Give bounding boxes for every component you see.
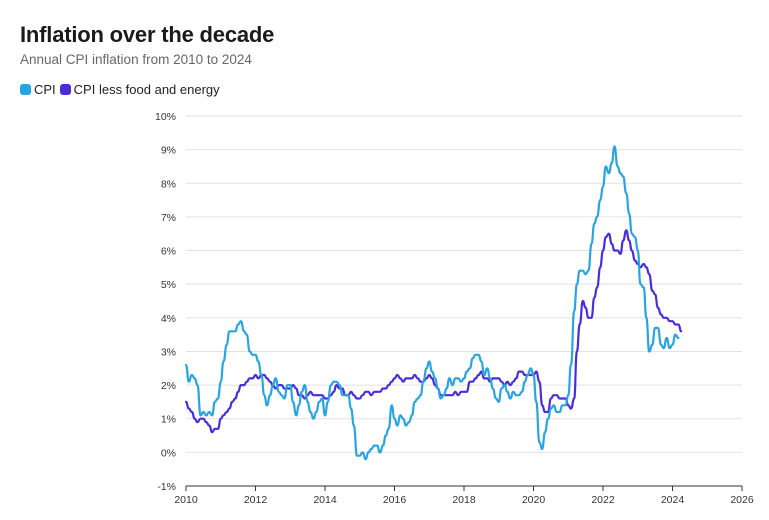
y-tick-label: 8%	[161, 178, 176, 190]
x-tick-label: 2024	[661, 494, 685, 506]
y-tick-label: 2%	[161, 380, 176, 392]
y-axis-labels: -1% 0% 1% 2% 3% 4% 5% 6% 7% 8% 9% 10%	[155, 111, 176, 493]
y-tick-label: 5%	[161, 279, 176, 291]
x-tick-label: 2010	[174, 494, 198, 506]
x-axis	[185, 485, 743, 491]
chart-title: Inflation over the decade	[20, 22, 275, 47]
y-tick-label: -1%	[157, 481, 176, 493]
legend-label-cpi: CPI	[34, 82, 56, 97]
x-tick-label: 2012	[244, 494, 268, 506]
legend-swatch-core-cpi	[59, 84, 71, 95]
chart-subtitle: Annual CPI inflation from 2010 to 2024	[20, 52, 252, 67]
y-tick-label: 3%	[161, 346, 176, 358]
y-tick-label: 6%	[161, 246, 176, 258]
x-tick-label: 2020	[522, 494, 546, 506]
legend-label-core-cpi: CPI less food and energy	[73, 82, 220, 97]
legend-swatch-cpi	[20, 84, 31, 95]
x-axis-labels: 2010 2012 2014 2016 2018 2020 2022 2024 2026	[174, 494, 754, 506]
x-tick-label: 2022	[591, 494, 615, 506]
x-tick-label: 2026	[730, 494, 754, 506]
gridlines	[186, 115, 742, 487]
legend-item-core-cpi[interactable]: CPI less food and energy	[59, 82, 220, 97]
series-lines	[184, 145, 683, 461]
series-line-cpi[interactable]	[184, 145, 680, 461]
y-tick-label: 0%	[161, 447, 176, 459]
y-tick-label: 10%	[155, 111, 176, 123]
x-tick-label: 2016	[383, 494, 407, 506]
legend-item-cpi[interactable]: CPI	[20, 82, 56, 97]
chart-legend: CPI CPI less food and energy	[20, 82, 224, 97]
series-line-core-cpi[interactable]	[184, 229, 683, 434]
y-tick-label: 4%	[161, 313, 176, 325]
y-tick-label: 1%	[161, 414, 176, 426]
y-tick-label: 7%	[161, 212, 176, 224]
y-tick-label: 9%	[161, 145, 176, 157]
x-tick-label: 2018	[452, 494, 476, 506]
x-tick-label: 2014	[313, 494, 337, 506]
